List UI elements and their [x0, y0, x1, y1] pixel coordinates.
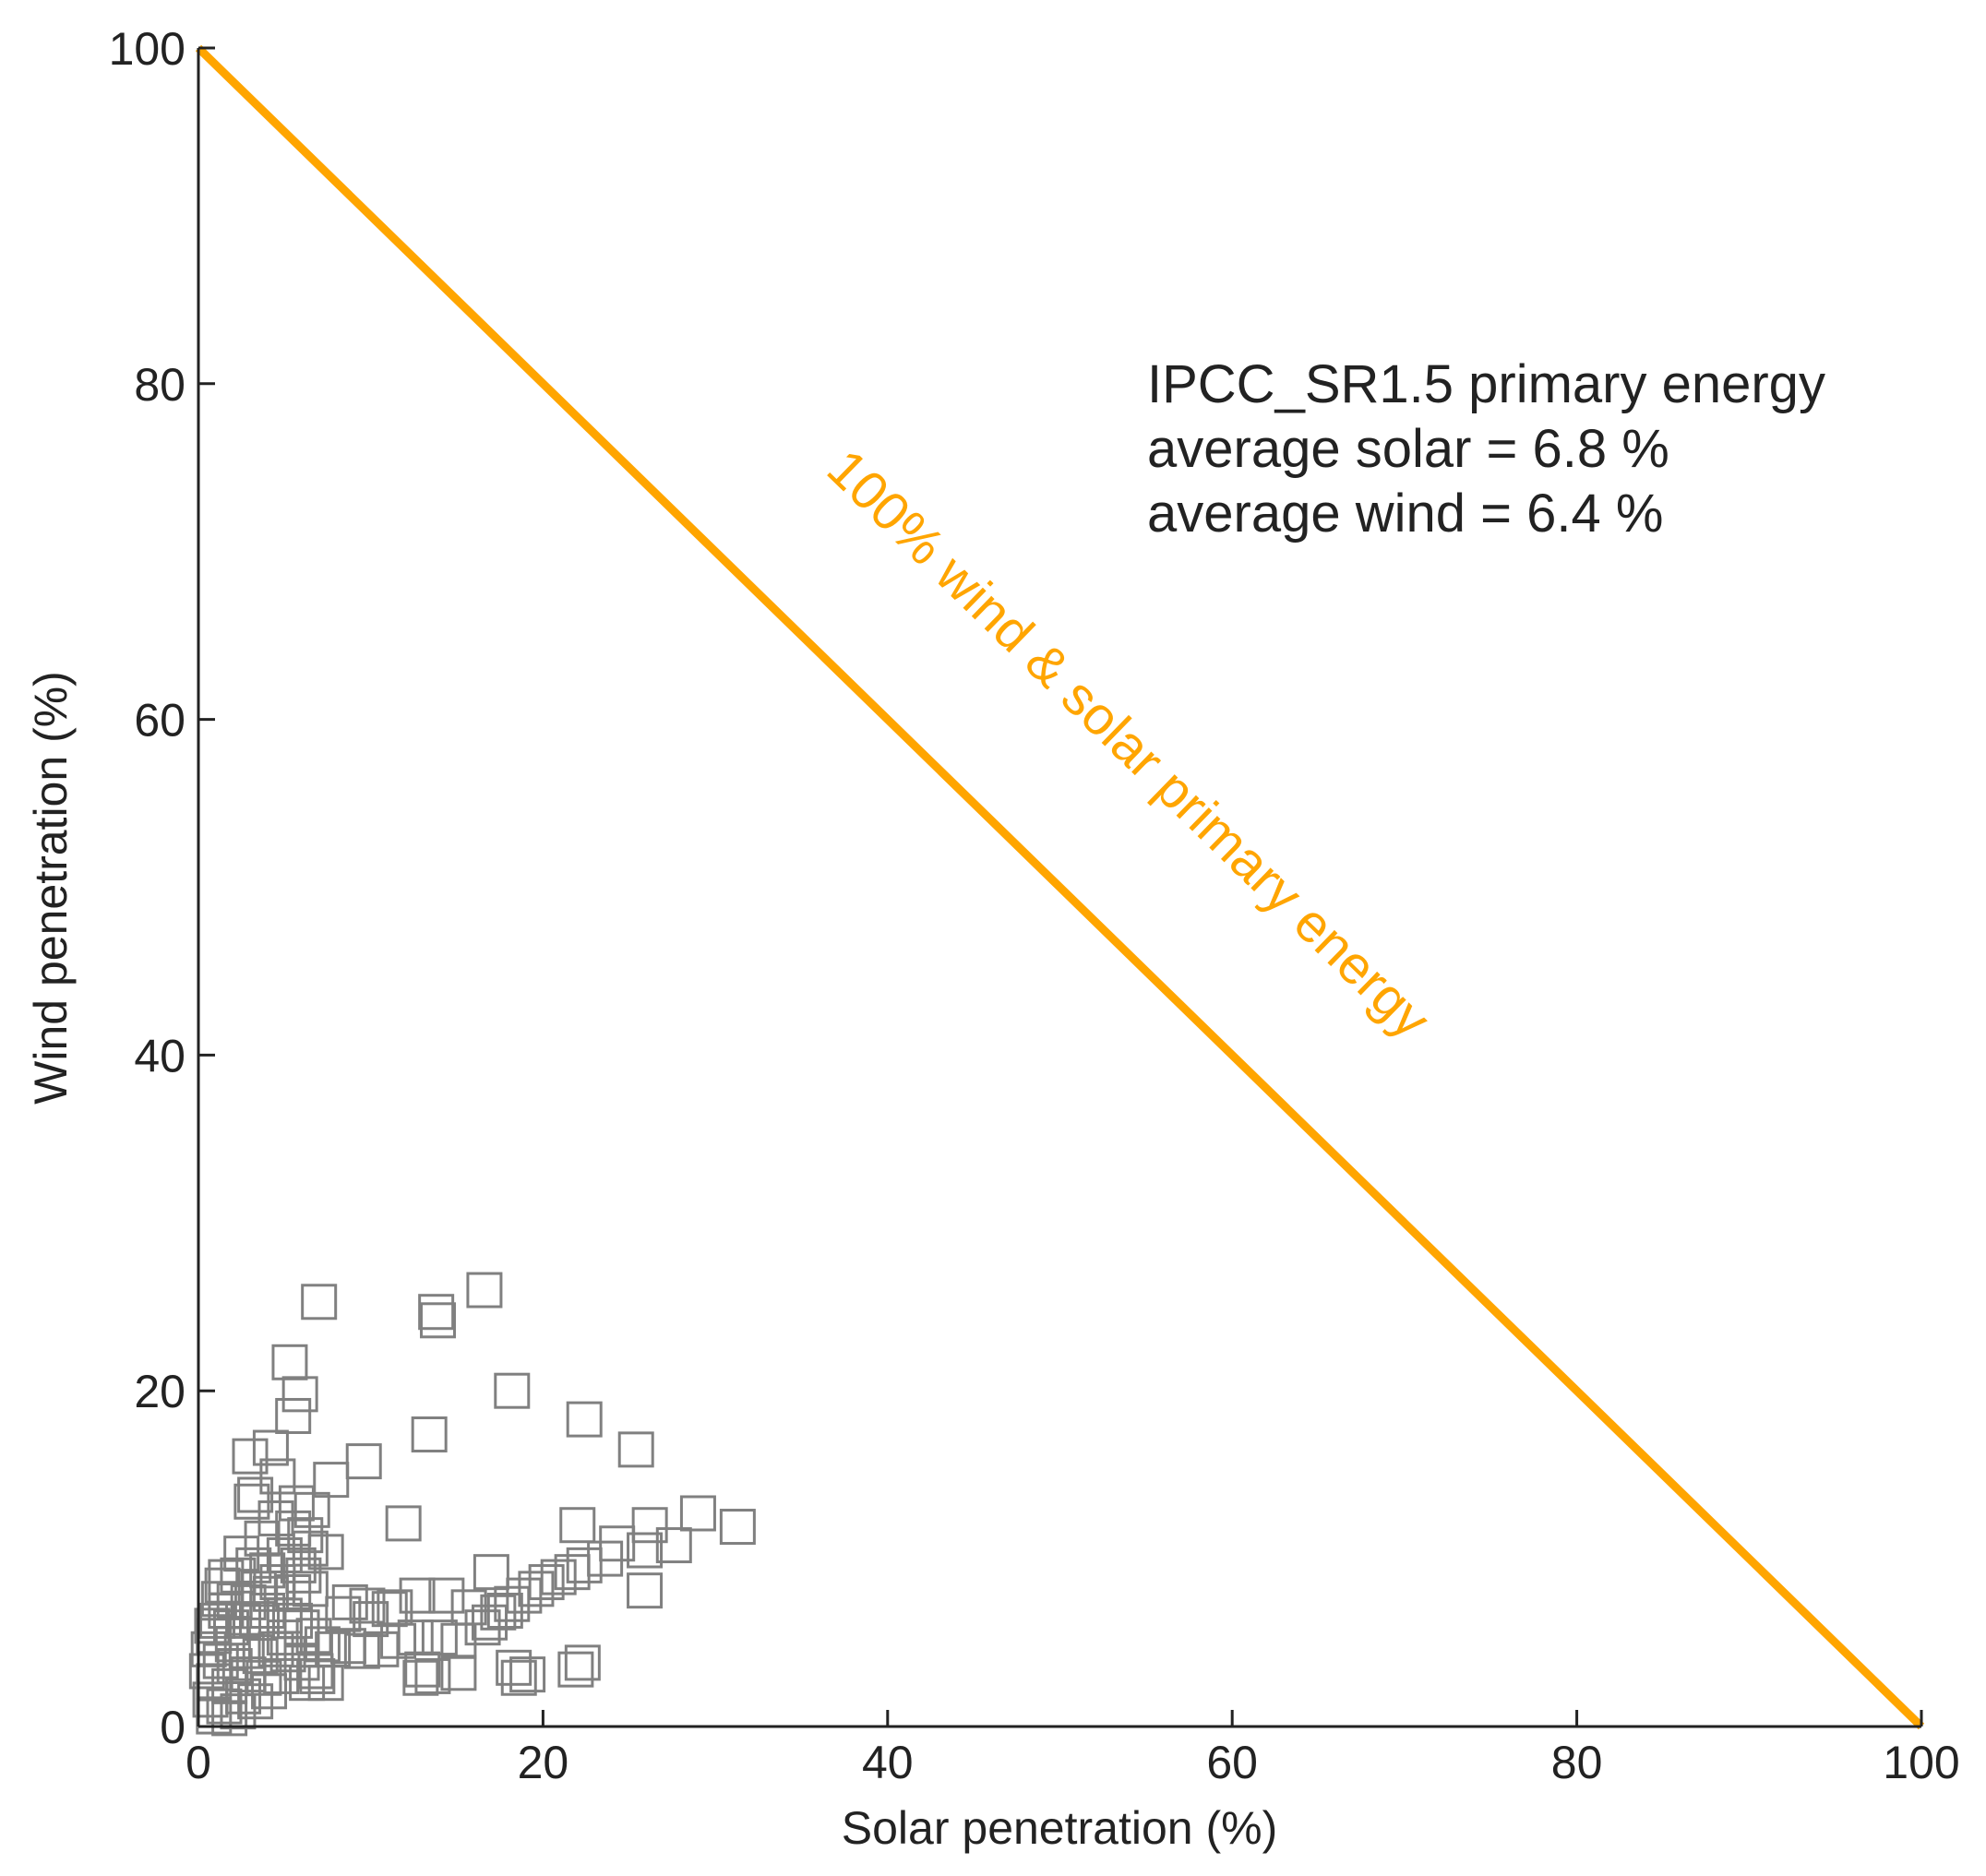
annotation-line-1: IPCC_SR1.5 primary energy — [1147, 354, 1825, 414]
data-point-125 — [200, 1581, 237, 1618]
data-point-5 — [281, 1376, 318, 1413]
data-point-3 — [466, 1272, 503, 1308]
x-ticks: 0 20 40 60 80 100 — [185, 1710, 1960, 1788]
data-point-41 — [399, 1577, 436, 1614]
y-ticks: 0 20 40 60 80 100 — [109, 23, 215, 1753]
data-point-127 — [223, 1535, 260, 1572]
data-point-27 — [587, 1540, 624, 1577]
data-point-31 — [528, 1564, 565, 1601]
data-point-124 — [194, 1607, 231, 1644]
data-point-86 — [421, 1619, 458, 1656]
data-point-7 — [494, 1372, 531, 1409]
data-point-1 — [418, 1294, 455, 1331]
data-point-44 — [464, 1609, 501, 1646]
x-tick-label-2: 40 — [862, 1737, 914, 1788]
data-point-111 — [263, 1657, 300, 1694]
y-tick-label-5: 100 — [109, 23, 185, 75]
data-point-4 — [271, 1344, 308, 1380]
annotation-block: IPCC_SR1.5 primary energy average solar … — [1147, 354, 1825, 544]
data-points — [188, 1272, 756, 1737]
data-point-106 — [299, 1657, 336, 1694]
axes — [197, 48, 1921, 1728]
annotation-line-2: average solar = 6.8 % — [1147, 419, 1669, 479]
data-point-11 — [232, 1438, 269, 1475]
data-point-118 — [206, 1688, 243, 1725]
y-tick-label-1: 20 — [134, 1366, 185, 1417]
data-point-129 — [257, 1500, 294, 1536]
data-point-90 — [440, 1655, 477, 1691]
data-point-19 — [385, 1505, 422, 1542]
data-point-40 — [428, 1577, 465, 1614]
y-tick-label-2: 40 — [134, 1030, 185, 1081]
data-point-16 — [237, 1476, 274, 1513]
data-point-9 — [566, 1401, 603, 1438]
data-point-128 — [244, 1520, 281, 1557]
data-point-34 — [494, 1585, 531, 1622]
data-point-131 — [266, 1619, 303, 1656]
data-point-130 — [280, 1547, 317, 1583]
data-point-38 — [627, 1572, 664, 1609]
data-point-20 — [559, 1507, 596, 1544]
data-point-105 — [307, 1665, 344, 1702]
data-point-104 — [289, 1665, 326, 1702]
data-point-30 — [540, 1559, 577, 1595]
data-point-89 — [414, 1657, 451, 1694]
x-tick-label-4: 80 — [1551, 1737, 1603, 1788]
data-point-24 — [655, 1527, 692, 1564]
data-point-0 — [301, 1284, 338, 1320]
data-point-21 — [631, 1507, 668, 1544]
data-point-29 — [554, 1554, 591, 1591]
x-tick-label-5: 100 — [1883, 1737, 1959, 1788]
data-point-10 — [617, 1431, 654, 1468]
data-point-39 — [473, 1554, 509, 1591]
data-point-91 — [402, 1659, 439, 1696]
data-point-100 — [257, 1631, 294, 1667]
data-point-87 — [440, 1622, 477, 1659]
data-point-25 — [599, 1525, 636, 1562]
x-axis-title: Solar penetration (%) — [842, 1802, 1277, 1854]
data-point-119 — [220, 1693, 257, 1730]
data-point-14 — [313, 1462, 350, 1499]
data-point-18 — [293, 1491, 330, 1528]
data-point-15 — [259, 1458, 296, 1495]
x-tick-label-3: 60 — [1206, 1737, 1258, 1788]
data-point-88 — [404, 1651, 441, 1688]
data-point-12 — [252, 1429, 289, 1466]
data-point-28 — [566, 1547, 603, 1583]
data-point-8 — [411, 1416, 448, 1452]
y-tick-label-4: 80 — [134, 359, 185, 411]
y-tick-label-3: 60 — [134, 695, 185, 747]
data-point-93 — [509, 1656, 546, 1693]
data-point-13 — [345, 1443, 382, 1480]
y-tick-label-0: 0 — [160, 1702, 185, 1753]
data-point-107 — [202, 1643, 239, 1679]
y-axis-title: Wind penetration (%) — [25, 671, 77, 1105]
data-point-123 — [190, 1631, 227, 1667]
data-point-26 — [627, 1532, 664, 1569]
data-point-116 — [251, 1673, 288, 1710]
reference-line — [195, 44, 1925, 1730]
data-point-96 — [500, 1659, 537, 1696]
data-point-94 — [557, 1651, 594, 1688]
data-point-32 — [518, 1571, 555, 1607]
data-point-23 — [719, 1509, 756, 1546]
x-tick-label-0: 0 — [185, 1737, 211, 1788]
data-point-22 — [679, 1495, 716, 1532]
data-point-122 — [188, 1653, 225, 1690]
data-point-72 — [225, 1602, 262, 1639]
data-point-46 — [349, 1587, 386, 1624]
annotation-line-3: average wind = 6.4 % — [1147, 484, 1663, 544]
data-point-121 — [211, 1700, 248, 1737]
data-point-95 — [564, 1644, 601, 1681]
data-point-92 — [496, 1649, 532, 1686]
data-point-6 — [275, 1397, 312, 1434]
data-point-82 — [343, 1632, 380, 1669]
data-point-2 — [420, 1302, 457, 1339]
x-tick-label-1: 20 — [518, 1737, 569, 1788]
